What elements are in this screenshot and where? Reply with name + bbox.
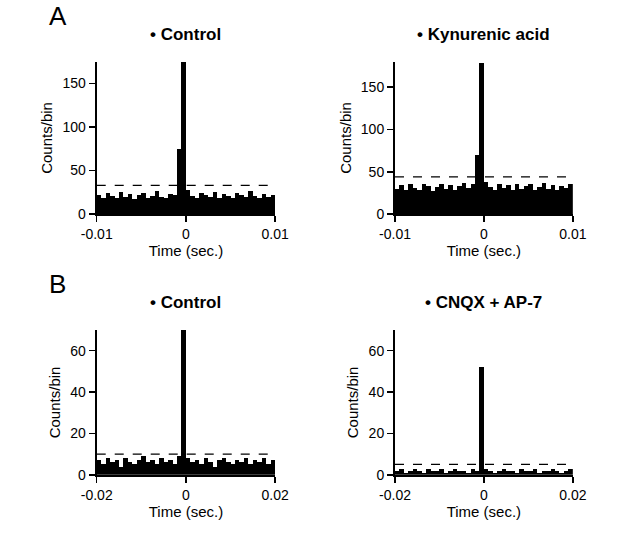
svg-text:B: B [49, 269, 66, 299]
svg-text:100: 100 [63, 119, 87, 135]
svg-text:Counts/bin: Counts/bin [38, 102, 55, 174]
svg-text:Counts/bin: Counts/bin [337, 102, 354, 174]
svg-text:0.02: 0.02 [262, 487, 289, 503]
svg-text:-0.02: -0.02 [379, 487, 411, 503]
svg-text:20: 20 [70, 425, 86, 441]
svg-text:Time (sec.): Time (sec.) [149, 242, 223, 259]
svg-text:100: 100 [361, 121, 385, 137]
svg-text:• Kynurenic acid: • Kynurenic acid [417, 25, 550, 44]
svg-text:60: 60 [369, 343, 385, 359]
svg-text:50: 50 [70, 162, 86, 178]
svg-text:50: 50 [369, 164, 385, 180]
svg-text:A: A [49, 1, 67, 31]
svg-text:0: 0 [376, 467, 384, 483]
svg-text:• CNQX + AP-7: • CNQX + AP-7 [425, 293, 542, 312]
svg-text:Counts/bin: Counts/bin [344, 367, 361, 439]
svg-text:-0.02: -0.02 [81, 487, 113, 503]
svg-text:0: 0 [78, 467, 86, 483]
svg-text:• Control: • Control [150, 25, 221, 44]
svg-text:-0.01: -0.01 [379, 226, 411, 242]
svg-text:150: 150 [361, 79, 385, 95]
svg-text:• Control: • Control [150, 293, 221, 312]
svg-text:20: 20 [369, 425, 385, 441]
svg-text:0.01: 0.01 [262, 226, 289, 242]
svg-text:0: 0 [480, 487, 488, 503]
svg-text:40: 40 [369, 384, 385, 400]
svg-text:0.01: 0.01 [559, 226, 586, 242]
svg-text:0: 0 [78, 206, 86, 222]
svg-text:0: 0 [376, 206, 384, 222]
svg-text:60: 60 [70, 343, 86, 359]
svg-text:0: 0 [480, 226, 488, 242]
svg-text:Counts/bin: Counts/bin [46, 367, 63, 439]
svg-text:Time (sec.): Time (sec.) [149, 503, 223, 520]
svg-text:150: 150 [63, 75, 87, 91]
svg-text:-0.01: -0.01 [81, 226, 113, 242]
svg-text:0: 0 [182, 226, 190, 242]
svg-text:40: 40 [70, 384, 86, 400]
svg-text:0.02: 0.02 [559, 487, 586, 503]
svg-text:Time (sec.): Time (sec.) [447, 503, 521, 520]
svg-text:0: 0 [182, 487, 190, 503]
svg-text:Time (sec.): Time (sec.) [447, 242, 521, 259]
